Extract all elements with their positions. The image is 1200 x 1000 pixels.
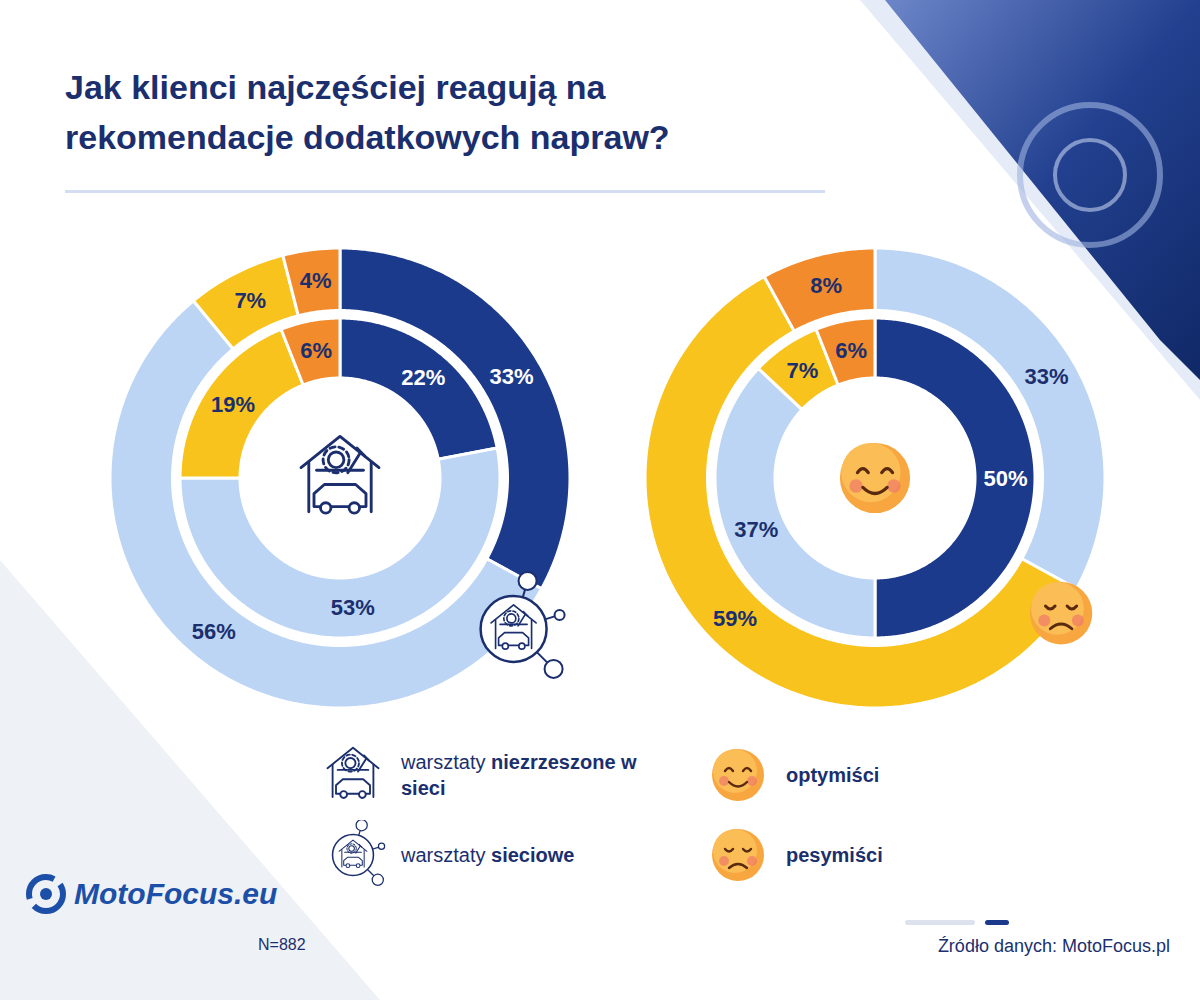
svg-text:33%: 33% — [1025, 364, 1069, 389]
svg-text:7%: 7% — [787, 358, 819, 383]
html-text:optymiści: optymiści — [786, 764, 880, 786]
svg-text:7%: 7% — [234, 288, 266, 313]
svg-text:6%: 6% — [300, 338, 332, 363]
html-text:MotoFocus.eu: MotoFocus.eu — [74, 877, 278, 910]
svg-text:37%: 37% — [734, 517, 778, 542]
svg-text:56%: 56% — [192, 619, 236, 644]
html-text:N=882: N=882 — [258, 936, 306, 953]
html-text:warsztaty niezrzeszone w sieci: warsztaty niezrzeszone w sieci — [401, 751, 637, 799]
svg-text:59%: 59% — [713, 606, 757, 631]
svg-text:6%: 6% — [835, 338, 867, 363]
svg-text:19%: 19% — [211, 392, 255, 417]
svg-text:53%: 53% — [331, 595, 375, 620]
svg-text:8%: 8% — [810, 273, 842, 298]
svg-text:22%: 22% — [401, 365, 445, 390]
svg-text:50%: 50% — [983, 466, 1027, 491]
html-text:warsztaty sieciowe: warsztaty sieciowe — [401, 844, 575, 866]
html-text:pesymiści: pesymiści — [786, 844, 883, 866]
html-text:Jak klienci najczęściej reaguj: Jak klienci najczęściej reagują na rekom… — [65, 68, 670, 156]
svg-text:33%: 33% — [490, 364, 534, 389]
html-text:Źródło danych: MotoFocus.pl: Źródło danych: MotoFocus.pl — [937, 936, 1170, 956]
svg-text:4%: 4% — [300, 268, 332, 293]
